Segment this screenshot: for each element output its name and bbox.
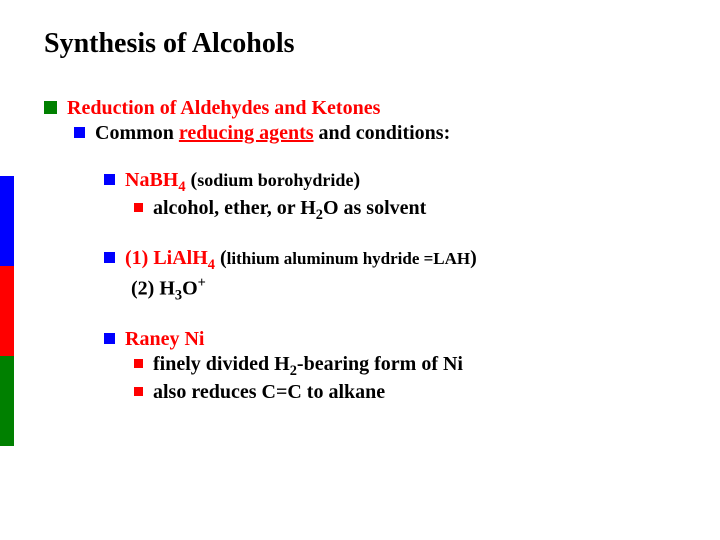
color-sidebar xyxy=(0,176,14,446)
row-l6: (2) H3O+ xyxy=(104,274,680,305)
l6-bsup: + xyxy=(198,275,206,291)
l8-asub: 2 xyxy=(290,363,297,379)
l5-d: ) xyxy=(470,247,477,269)
bullet-row-l7: Raney Ni xyxy=(104,327,680,352)
l6-a: (2) H xyxy=(131,278,175,300)
bullet-icon xyxy=(134,203,143,212)
bullet-row-l9: also reduces C=C to alkane xyxy=(134,380,680,405)
l3-d: ) xyxy=(353,169,360,191)
l5-asub: 4 xyxy=(208,257,215,273)
l2-text: Common reducing agents and conditions: xyxy=(95,121,680,146)
bullet-row-l1: Reduction of Aldehydes and Ketones xyxy=(44,96,680,121)
slide-content: Reduction of Aldehydes and Ketones Commo… xyxy=(44,96,680,405)
l3-c: sodium borohydride xyxy=(197,170,353,190)
l5-a: (1) LiAlH xyxy=(125,247,208,269)
l6-asub: 3 xyxy=(175,288,182,304)
l8-b: -bearing form of Ni xyxy=(297,353,463,375)
l3-asub: 4 xyxy=(178,179,185,195)
slide-title: Synthesis of Alcohols xyxy=(44,28,680,60)
bullet-icon xyxy=(74,127,85,138)
l6-text: (2) H3O+ xyxy=(125,274,680,305)
l5-c: lithium aluminum hydride =LAH xyxy=(227,249,471,268)
bullet-row-l3: NaBH4 (sodium borohydride) xyxy=(104,168,680,196)
bullet-row-l4: alcohol, ether, or H2O as solvent xyxy=(134,196,680,224)
slide-body: Synthesis of Alcohols Reduction of Aldeh… xyxy=(0,0,720,405)
l2-pre: Common xyxy=(95,122,179,144)
l2-post: and conditions: xyxy=(314,122,451,144)
l8-text: finely divided H2-bearing form of Ni xyxy=(153,352,680,380)
bullet-row-l2: Common reducing agents and conditions: xyxy=(74,121,680,146)
l9-text: also reduces C=C to alkane xyxy=(153,380,680,405)
l5-text: (1) LiAlH4 (lithium aluminum hydride =LA… xyxy=(125,246,680,274)
bullet-row-l5: (1) LiAlH4 (lithium aluminum hydride =LA… xyxy=(104,246,680,274)
sidebar-stripe-red xyxy=(0,266,14,356)
l3-a: NaBH xyxy=(125,169,178,191)
l4-a: alcohol, ether, or H xyxy=(153,197,316,219)
sidebar-stripe-blue xyxy=(0,176,14,266)
l4-asub: 2 xyxy=(316,207,323,223)
l2-mid: reducing agents xyxy=(179,122,314,144)
l5-b: ( xyxy=(215,247,227,269)
bullet-icon xyxy=(44,101,57,114)
l3-b: ( xyxy=(186,169,198,191)
bullet-icon xyxy=(104,174,115,185)
l7-text: Raney Ni xyxy=(125,327,680,352)
l4-text: alcohol, ether, or H2O as solvent xyxy=(153,196,680,224)
l6-b: O xyxy=(182,278,198,300)
l8-a: finely divided H xyxy=(153,353,290,375)
bullet-row-l8: finely divided H2-bearing form of Ni xyxy=(134,352,680,380)
l3-text: NaBH4 (sodium borohydride) xyxy=(125,168,680,196)
bullet-icon xyxy=(104,252,115,263)
bullet-icon xyxy=(104,333,115,344)
l4-b: O as solvent xyxy=(323,197,426,219)
sidebar-stripe-green xyxy=(0,356,14,446)
bullet-icon xyxy=(134,359,143,368)
l1-text: Reduction of Aldehydes and Ketones xyxy=(67,96,680,121)
bullet-icon xyxy=(134,387,143,396)
